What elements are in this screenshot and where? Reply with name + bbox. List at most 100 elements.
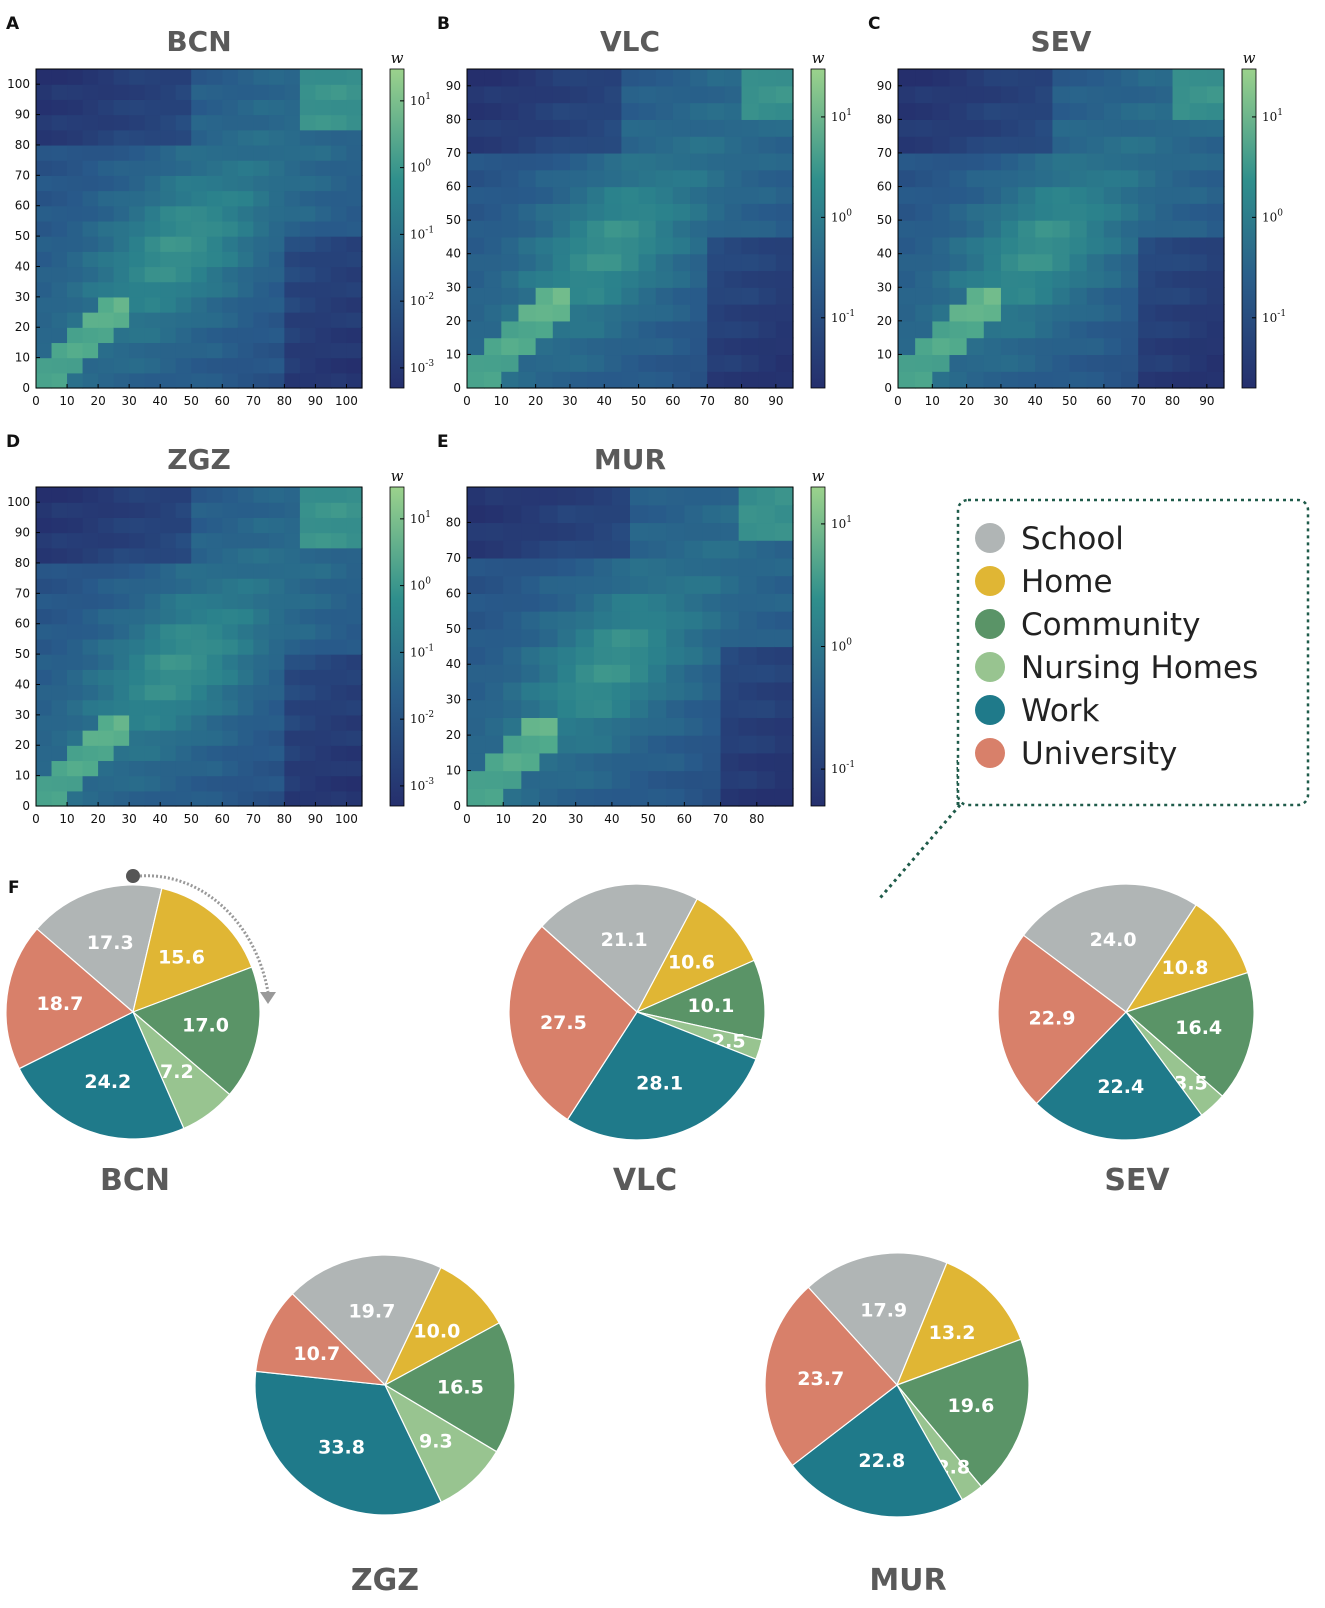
- pie-slice-university: [997, 934, 1127, 1105]
- heatmap-cell: [756, 646, 776, 665]
- heatmap-cell: [575, 593, 595, 612]
- heatmap-cell: [539, 646, 559, 665]
- heatmap-cell: [237, 220, 254, 237]
- x-tick-label: 80: [749, 812, 764, 826]
- heatmap-cell: [467, 304, 485, 322]
- heatmap-cell: [690, 270, 708, 288]
- heatmap-cell: [346, 266, 363, 283]
- heatmap-cell: [983, 152, 1002, 171]
- heatmap-cell: [36, 296, 53, 313]
- heatmap-cell: [552, 287, 571, 305]
- colorbar-tick-label: 100: [831, 208, 852, 224]
- heatmap-cell: [222, 760, 239, 777]
- heatmap-cell: [175, 714, 192, 731]
- heatmap-cell: [299, 99, 317, 116]
- heatmap-cell: [915, 287, 933, 305]
- heatmap-cell: [966, 186, 985, 204]
- heatmap-cell: [82, 69, 99, 85]
- heatmap-cell: [253, 296, 270, 313]
- heatmap-cell: [738, 575, 758, 594]
- heatmap-cell: [966, 119, 985, 137]
- heatmap-cell: [1035, 102, 1054, 120]
- heatmap-cell: [191, 547, 208, 564]
- heatmap-cell: [206, 69, 223, 85]
- heatmap-cell: [237, 593, 254, 610]
- heatmap-cell: [557, 540, 577, 559]
- heatmap-cell: [36, 175, 53, 192]
- heatmap-cell: [1103, 337, 1122, 356]
- heatmap-cell: [621, 85, 640, 104]
- heatmap-cell: [299, 699, 317, 716]
- heatmap-cell: [160, 487, 177, 503]
- heatmap-cell: [315, 502, 332, 518]
- heatmap-cell: [129, 714, 146, 731]
- heatmap-cell: [521, 646, 541, 665]
- heatmap-cell: [738, 717, 758, 736]
- heatmap-cell: [315, 99, 332, 116]
- heatmap-cell: [346, 129, 363, 146]
- heatmap-cell: [268, 266, 285, 283]
- heatmap-cell: [113, 69, 130, 85]
- heatmap-cell: [467, 69, 485, 87]
- heatmap-cell: [113, 760, 130, 777]
- x-tick-label: 10: [59, 812, 74, 826]
- heatmap-cell: [621, 119, 640, 137]
- heatmap-cell: [684, 646, 704, 665]
- pie-value-label: 23.7: [797, 1368, 844, 1390]
- heatmap-cell: [1121, 85, 1139, 104]
- pie-value-label: 28.1: [636, 1073, 683, 1095]
- heatmap-cell: [756, 628, 776, 648]
- heatmap-cell: [82, 236, 99, 252]
- heatmap-cell: [552, 69, 571, 87]
- heatmap-cell: [113, 205, 130, 222]
- heatmap-cell: [557, 681, 577, 701]
- heatmap-cell: [1172, 203, 1191, 221]
- heatmap-cell: [346, 608, 363, 625]
- heatmap-cell: [222, 638, 239, 655]
- heatmap-cell: [467, 522, 486, 541]
- heatmap-cell: [299, 669, 317, 686]
- heatmap-cell: [206, 608, 223, 625]
- heatmap-cell: [330, 654, 348, 670]
- heatmap-cell: [315, 251, 332, 268]
- heatmap-cell: [113, 790, 130, 807]
- heatmap-cell: [206, 532, 223, 549]
- heatmap-cell: [1035, 69, 1054, 87]
- heatmap-cell: [949, 136, 968, 154]
- heatmap-cell: [569, 186, 588, 204]
- heatmap-cell: [720, 487, 740, 506]
- heatmap-cell: [144, 99, 161, 116]
- heatmap-cell: [552, 371, 571, 389]
- heatmap-cell: [330, 714, 348, 731]
- heatmap-cell: [67, 99, 84, 116]
- heatmap-cell: [707, 253, 725, 272]
- heatmap-cell: [724, 220, 743, 238]
- pie-title: VLC: [613, 1163, 677, 1198]
- heatmap-cell: [144, 775, 161, 792]
- heatmap-cell: [98, 790, 115, 807]
- heatmap-cell: [1069, 85, 1088, 104]
- heatmap-cell: [51, 760, 68, 777]
- heatmap-cell: [222, 220, 239, 237]
- heatmap-cell: [898, 220, 916, 238]
- heatmap-cell: [1000, 69, 1019, 87]
- heatmap-cell: [67, 69, 84, 85]
- heatmap-cell: [175, 760, 192, 777]
- heatmap-cell: [756, 699, 776, 718]
- heatmap-cell: [299, 638, 317, 655]
- heatmap-cell: [756, 557, 776, 577]
- pie-slice-home: [635, 898, 755, 1014]
- pie-slice-community: [895, 1338, 1030, 1488]
- heatmap-cell: [222, 487, 239, 503]
- heatmap-cell: [1103, 203, 1122, 221]
- heatmap-cell: [611, 717, 631, 736]
- heatmap-cell: [655, 169, 674, 188]
- heatmap-cell: [1121, 253, 1139, 272]
- heatmap-cell: [299, 144, 317, 161]
- heatmap-cell: [346, 623, 363, 640]
- heatmap-cell: [129, 160, 146, 176]
- heatmap-cell: [521, 788, 541, 807]
- heatmap-cell: [467, 770, 486, 789]
- heatmap-cell: [98, 593, 115, 610]
